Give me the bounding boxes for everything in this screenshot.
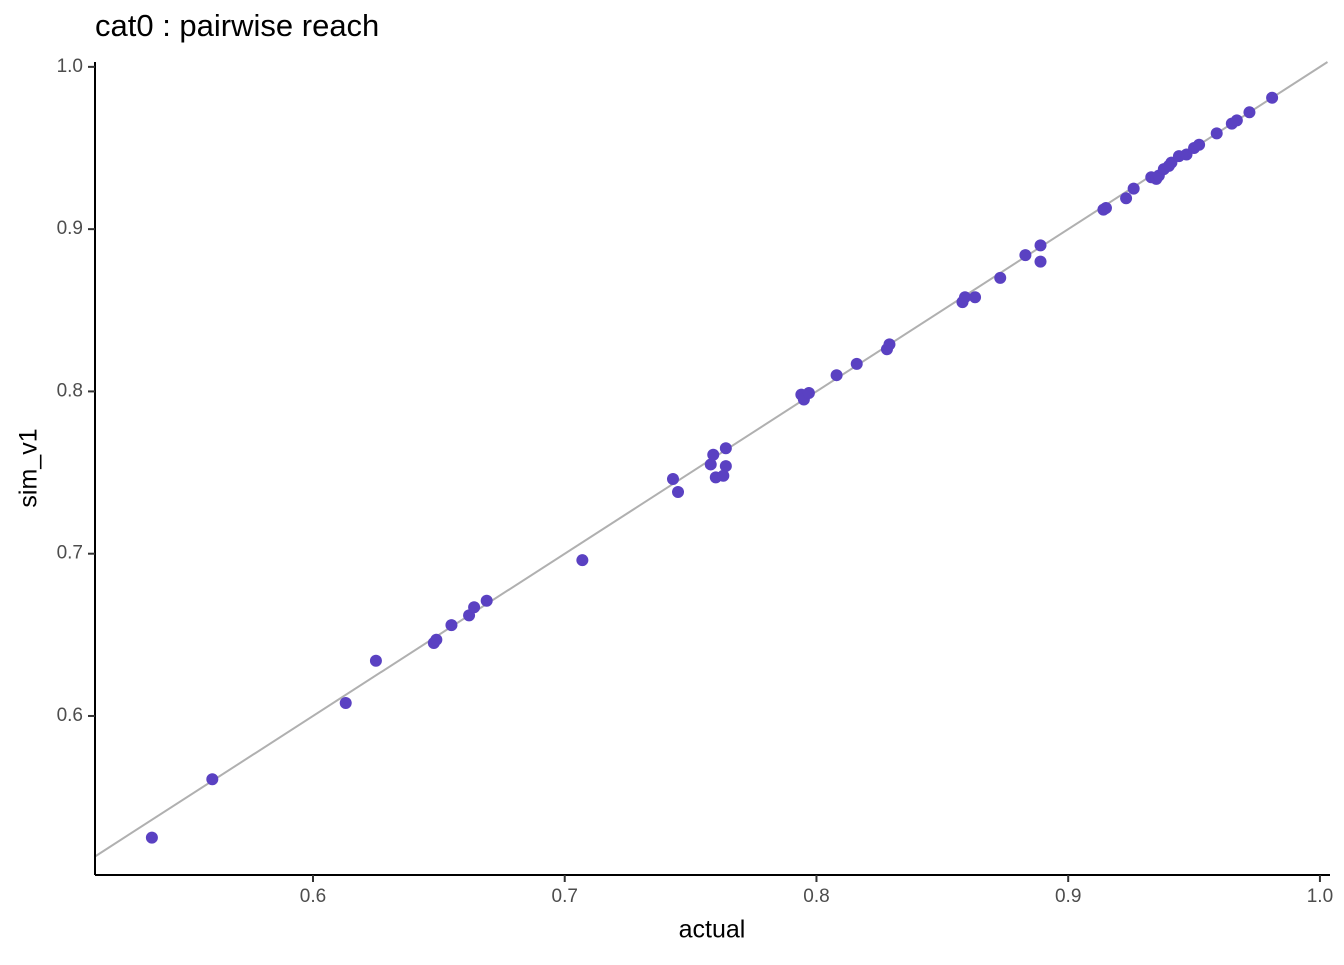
point xyxy=(1034,255,1047,268)
y-tick-label: 0.6 xyxy=(57,705,83,726)
point xyxy=(1230,114,1243,127)
x-axis-label: actual xyxy=(679,916,746,944)
point xyxy=(672,486,685,499)
point xyxy=(1034,239,1047,252)
point xyxy=(666,473,679,486)
x-tick-label: 0.9 xyxy=(1055,886,1081,907)
point xyxy=(969,291,982,304)
point xyxy=(369,654,382,667)
point xyxy=(717,469,730,482)
point xyxy=(145,831,158,844)
point xyxy=(1019,249,1032,262)
y-axis-label: sim_v1 xyxy=(15,428,43,507)
point xyxy=(719,460,732,473)
point xyxy=(480,594,493,607)
point xyxy=(1127,182,1140,195)
point xyxy=(1193,138,1206,151)
x-tick-label: 0.6 xyxy=(300,886,326,907)
point xyxy=(994,271,1007,284)
point xyxy=(468,601,481,614)
y-tick-label: 0.8 xyxy=(57,380,83,401)
point xyxy=(1243,106,1256,119)
point xyxy=(1266,91,1279,104)
point xyxy=(704,458,717,471)
x-tick-label: 0.7 xyxy=(552,886,578,907)
point xyxy=(1120,192,1133,205)
point xyxy=(206,773,219,786)
x-tick-label: 0.8 xyxy=(803,886,829,907)
point xyxy=(1099,202,1112,215)
point xyxy=(430,633,443,646)
point xyxy=(707,448,720,461)
point xyxy=(830,369,843,382)
chart-title: cat0 : pairwise reach xyxy=(95,8,379,43)
point xyxy=(719,442,732,455)
point xyxy=(802,387,815,400)
y-tick-label: 1.0 xyxy=(57,56,83,77)
point xyxy=(576,554,589,567)
point xyxy=(850,357,863,370)
point xyxy=(339,696,352,709)
y-tick-label: 0.7 xyxy=(57,543,83,564)
y-tick-label: 0.9 xyxy=(57,218,83,239)
point xyxy=(1210,127,1223,140)
point xyxy=(883,338,896,351)
point xyxy=(958,291,971,304)
point xyxy=(445,619,458,632)
x-tick-label: 1.0 xyxy=(1307,886,1333,907)
